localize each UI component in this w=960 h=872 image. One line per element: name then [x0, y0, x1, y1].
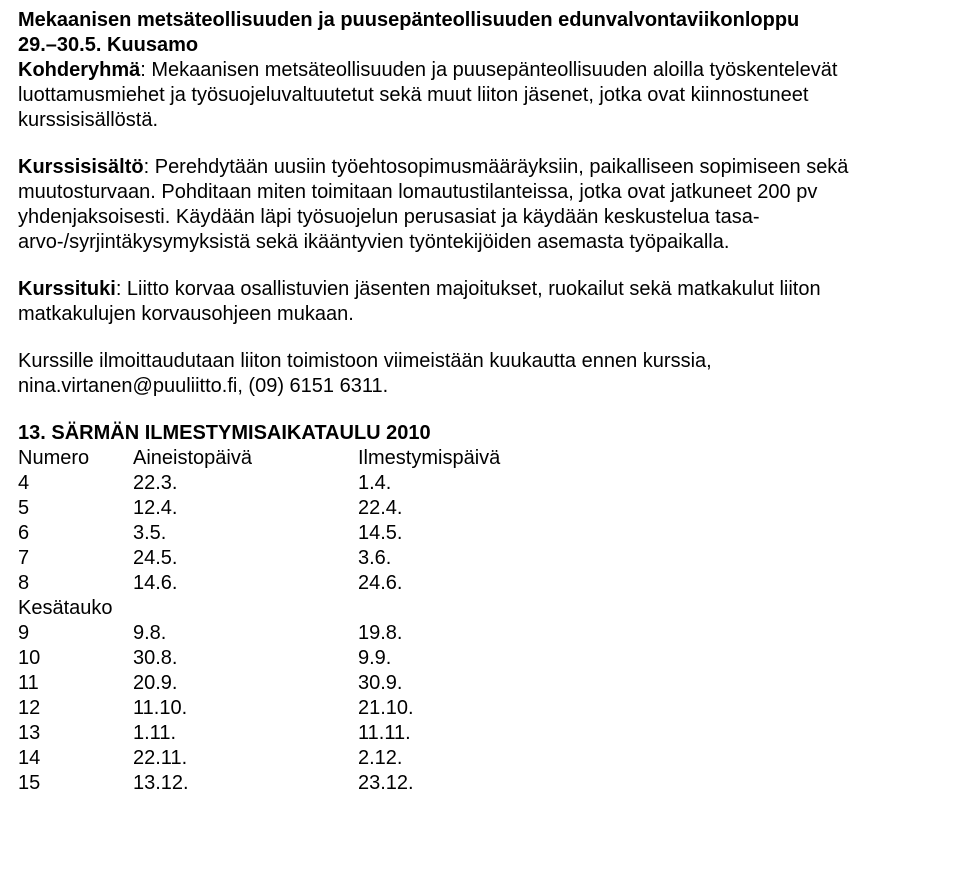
title-line1: Mekaanisen metsäteollisuuden ja puusepän…: [18, 9, 799, 31]
cell-aineisto: 20.9.: [133, 671, 358, 696]
cell-ilmestymis: 2.12.: [358, 746, 500, 771]
ilmo-block: Kurssille ilmoittaudutaan liiton toimist…: [18, 349, 942, 399]
cell-ilmestymis: 19.8.: [358, 621, 500, 646]
document-page: Mekaanisen metsäteollisuuden ja puusepän…: [0, 0, 960, 816]
table-row: 1513.12.23.12.: [18, 771, 500, 796]
kurssituki-text: : Liitto korvaa osallistuvien jäsenten m…: [18, 278, 821, 325]
kohderyhma-label: Kohderyhmä: [18, 59, 140, 81]
kurssituki-block: Kurssituki: Liitto korvaa osallistuvien …: [18, 277, 942, 327]
table-row: 814.6.24.6.: [18, 571, 500, 596]
cell-aineisto: 13.12.: [133, 771, 358, 796]
cell-aineisto: 22.3.: [133, 471, 358, 496]
cell-numero: 11: [18, 671, 133, 696]
col-aineisto: Aineistopäivä: [133, 446, 358, 471]
title-block: Mekaanisen metsäteollisuuden ja puusepän…: [18, 8, 942, 133]
cell-ilmestymis: 30.9.: [358, 671, 500, 696]
title-line2: 29.–30.5. Kuusamo: [18, 34, 198, 56]
table-break-row: Kesätauko: [18, 596, 500, 621]
cell-aineisto: 22.11.: [133, 746, 358, 771]
cell-aineisto: 14.6.: [133, 571, 358, 596]
cell-ilmestymis: 9.9.: [358, 646, 500, 671]
cell-aineisto: 1.11.: [133, 721, 358, 746]
table-row: 63.5.14.5.: [18, 521, 500, 546]
cell-numero: 6: [18, 521, 133, 546]
cell-numero: 13: [18, 721, 133, 746]
cell-ilmestymis: 11.11.: [358, 721, 500, 746]
table-row: 512.4.22.4.: [18, 496, 500, 521]
table-row: 1211.10.21.10.: [18, 696, 500, 721]
cell-ilmestymis: 21.10.: [358, 696, 500, 721]
cell-ilmestymis: 1.4.: [358, 471, 500, 496]
kurssisisalto-block: Kurssisisältö: Perehdytään uusiin työeht…: [18, 155, 942, 255]
cell-numero: 12: [18, 696, 133, 721]
kurssisisalto-label: Kurssisisältö: [18, 156, 144, 178]
col-numero: Numero: [18, 446, 133, 471]
table-row: 1030.8.9.9.: [18, 646, 500, 671]
cell-ilmestymis: 23.12.: [358, 771, 500, 796]
cell-numero: 4: [18, 471, 133, 496]
table-row: 131.11.11.11.: [18, 721, 500, 746]
schedule-title: 13. SÄRMÄN ILMESTYMISAIKATAULU 2010: [18, 421, 942, 446]
schedule-block: 13. SÄRMÄN ILMESTYMISAIKATAULU 2010 Nume…: [18, 421, 942, 796]
cell-ilmestymis: 24.6.: [358, 571, 500, 596]
table-row: 1422.11.2.12.: [18, 746, 500, 771]
table-header-row: Numero Aineistopäivä Ilmestymispäivä: [18, 446, 500, 471]
cell-numero: 9: [18, 621, 133, 646]
cell-numero: 8: [18, 571, 133, 596]
cell-aineisto: 30.8.: [133, 646, 358, 671]
cell-aineisto: 24.5.: [133, 546, 358, 571]
table-row: 724.5.3.6.: [18, 546, 500, 571]
cell-aineisto: 3.5.: [133, 521, 358, 546]
cell-aineisto: 12.4.: [133, 496, 358, 521]
schedule-table: Numero Aineistopäivä Ilmestymispäivä 422…: [18, 446, 500, 796]
cell-aineisto: 9.8.: [133, 621, 358, 646]
cell-numero: 10: [18, 646, 133, 671]
table-row: 1120.9.30.9.: [18, 671, 500, 696]
ilmo-text: Kurssille ilmoittaudutaan liiton toimist…: [18, 350, 712, 397]
cell-ilmestymis: 22.4.: [358, 496, 500, 521]
break-label: Kesätauko: [18, 596, 500, 621]
kurssituki-label: Kurssituki: [18, 278, 116, 300]
cell-numero: 15: [18, 771, 133, 796]
cell-numero: 7: [18, 546, 133, 571]
cell-aineisto: 11.10.: [133, 696, 358, 721]
table-row: 422.3.1.4.: [18, 471, 500, 496]
cell-ilmestymis: 3.6.: [358, 546, 500, 571]
cell-ilmestymis: 14.5.: [358, 521, 500, 546]
cell-numero: 14: [18, 746, 133, 771]
table-row: 99.8.19.8.: [18, 621, 500, 646]
col-ilmestymis: Ilmestymispäivä: [358, 446, 500, 471]
kohderyhma-text: : Mekaanisen metsäteollisuuden ja puusep…: [18, 59, 837, 131]
cell-numero: 5: [18, 496, 133, 521]
